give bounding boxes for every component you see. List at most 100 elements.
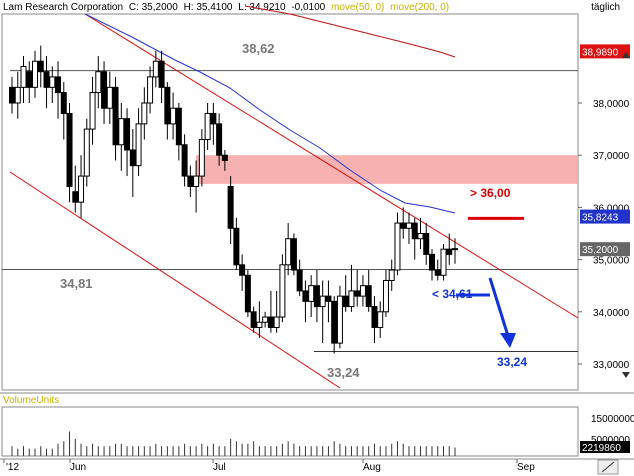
candle-body [452, 248, 458, 251]
volume-bar [69, 431, 71, 456]
volume-bar [339, 443, 341, 456]
volume-bar [356, 446, 358, 456]
candle-body [129, 149, 136, 167]
volume-bar [218, 446, 220, 456]
candle-body [170, 107, 177, 125]
candle-body [221, 154, 228, 161]
volume-bar [103, 446, 105, 456]
volume-bar [184, 443, 186, 456]
low-value: L: 34,9210 [238, 2, 286, 13]
candle-body [60, 92, 67, 114]
volume-bar [51, 448, 53, 456]
volume-bar [23, 446, 25, 456]
candle-body [124, 118, 131, 151]
volume-bar [299, 446, 301, 456]
candle-body [262, 316, 269, 323]
volume-tick-label: 15000000 [591, 414, 634, 425]
candle-body [302, 290, 309, 302]
volume-bar [293, 443, 295, 456]
target-label: 33,24 [497, 355, 527, 369]
volume-bar [425, 446, 427, 456]
volume-bar [373, 443, 375, 456]
candle-body [250, 311, 257, 328]
volume-bar [40, 446, 42, 456]
volume-bar [74, 438, 76, 456]
volume-bar [442, 446, 444, 456]
level-label: 38,62 [242, 41, 275, 56]
volume-bar [322, 446, 324, 456]
breakdown-arrow-shaft [488, 277, 510, 337]
candle-body [210, 112, 217, 125]
volume-bar [57, 443, 59, 456]
volume-bar [161, 446, 163, 456]
candle-body [348, 290, 355, 308]
candle-body [175, 107, 182, 146]
candle-body [290, 238, 297, 271]
volume-bar [414, 446, 416, 456]
change-value: -0,0100 [291, 2, 326, 13]
volume-bar [166, 446, 168, 456]
price-badge [580, 44, 630, 59]
candle-body [49, 76, 56, 88]
scroll-up-icon [622, 52, 630, 58]
candle-body [394, 222, 401, 271]
candle-body [313, 285, 320, 308]
candle-body [9, 86, 15, 104]
volume-bar [172, 446, 174, 456]
y-tick-label: 34,0000 [593, 308, 630, 319]
candle-body [239, 264, 246, 276]
volume-bar [258, 446, 260, 456]
volume-bar [92, 443, 94, 456]
close-value: C: 35,2000 [128, 2, 178, 13]
volume-bar [207, 446, 209, 456]
candle-body [147, 76, 154, 104]
candle-body [244, 274, 251, 313]
candle-body [365, 285, 372, 308]
volume-bar [115, 443, 117, 456]
candle-body [101, 71, 108, 109]
volume-bar [276, 446, 278, 456]
scroll-down-icon [622, 372, 630, 378]
x-tick-label: Jul [213, 462, 226, 473]
volume-bar [28, 448, 30, 456]
volume-bar [431, 446, 433, 456]
candle-body [187, 175, 194, 188]
volume-bar [379, 446, 381, 456]
candle-body [325, 295, 332, 302]
candle-body [55, 76, 62, 94]
candle-body [279, 264, 286, 318]
candle-body [32, 60, 39, 88]
x-tick-label: Aug [363, 462, 381, 473]
trend-line-upper [84, 13, 579, 319]
volume-bar [189, 446, 191, 456]
chart-header: Lam Research Corporation C: 35,2000 H: 3… [3, 2, 452, 13]
ma200-label: move(200, 0) [390, 2, 450, 13]
volume-bar [97, 446, 99, 456]
breakdown-label: < 34,61 [432, 287, 473, 301]
candle-body [342, 295, 349, 308]
candle-body [354, 290, 361, 297]
volume-bar [454, 447, 456, 456]
candle-body [308, 285, 315, 302]
volume-bar [385, 446, 387, 456]
candle-body [164, 86, 171, 125]
candle-body [388, 269, 395, 281]
price-badge-label: 38,9890 [582, 47, 619, 58]
candle-body [204, 112, 211, 141]
candle-body [216, 123, 223, 156]
candle-body [267, 316, 274, 328]
candle-body [112, 86, 119, 146]
candle-body [78, 175, 85, 203]
candle-body [423, 233, 430, 255]
volume-bar [46, 448, 48, 456]
volume-bar [253, 441, 255, 456]
candle-body [66, 112, 73, 188]
level-label: 33,24 [327, 365, 360, 380]
candle-body [227, 186, 234, 229]
volume-bar [224, 446, 226, 456]
price-badge-label: 35,2000 [582, 245, 619, 256]
candle-body [193, 175, 200, 188]
candle-body [273, 316, 280, 328]
volume-bar [34, 448, 36, 456]
